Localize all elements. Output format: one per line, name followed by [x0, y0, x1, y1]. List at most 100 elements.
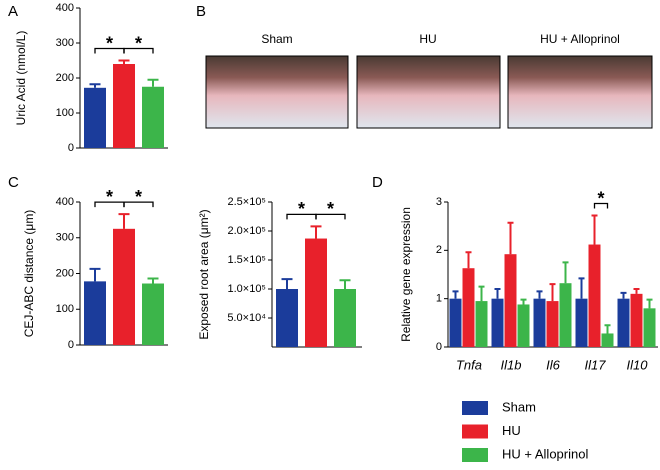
bar [559, 283, 572, 347]
bar [113, 64, 135, 148]
x-tick-label: Il17 [585, 357, 607, 372]
bar [546, 301, 559, 347]
error-bar [147, 277, 159, 284]
error-bar [507, 221, 514, 255]
significance-bracket [593, 202, 609, 209]
bar [617, 298, 630, 347]
y-axis-label: CEJ-ABC distance (μm) [22, 210, 36, 338]
legend-swatch [462, 424, 488, 439]
bar [630, 293, 643, 347]
x-tick-label: Il1b [501, 357, 522, 372]
photo [507, 55, 653, 129]
x-tick-label: Tnfa [456, 357, 482, 372]
y-axis-label: Relative gene expression [399, 207, 413, 342]
bar [588, 244, 601, 347]
bar [334, 289, 356, 347]
error-bar [452, 290, 459, 299]
error-bar [520, 298, 527, 305]
error-bar [89, 83, 101, 88]
y-tick-label: 3 [436, 196, 442, 208]
significance-bracket [123, 201, 154, 208]
y-tick-label: 2.5×10⁵ [227, 196, 266, 208]
error-bar [465, 251, 472, 269]
y-tick-label: 2.0×10⁵ [227, 225, 266, 237]
bar [575, 298, 588, 347]
error-bar [633, 288, 640, 294]
bar [449, 298, 462, 347]
panel-label: D [372, 174, 383, 191]
panel-label: C [8, 174, 19, 191]
bar [113, 228, 135, 345]
y-tick-label: 200 [56, 72, 74, 84]
error-bar [310, 225, 322, 239]
bar [533, 298, 546, 347]
y-tick-label: 300 [56, 37, 74, 49]
photo-label: HU + Alloprinol [540, 32, 620, 46]
error-bar [646, 298, 653, 309]
y-tick-label: 2 [436, 244, 442, 256]
error-bar [281, 278, 293, 289]
significance-label: * [597, 188, 604, 208]
bar [601, 333, 614, 347]
significance-label: * [298, 199, 305, 219]
y-tick-label: 200 [56, 267, 74, 279]
error-bar [339, 279, 351, 289]
bar [84, 281, 106, 345]
significance-bracket [315, 213, 346, 220]
bar [517, 304, 530, 347]
error-bar [591, 214, 598, 245]
error-bar [604, 324, 611, 334]
y-tick-label: 1.5×10⁵ [227, 254, 266, 266]
y-axis-label: Uric Acid (nmol/L) [14, 31, 28, 126]
panel-label: B [196, 3, 206, 20]
error-bar [562, 261, 569, 284]
error-bar [620, 291, 627, 299]
y-tick-label: 0 [436, 341, 442, 353]
photo [205, 55, 349, 129]
y-tick-label: 400 [56, 2, 74, 14]
y-tick-label: 300 [56, 232, 74, 244]
photo-panel: Sham HU HU + Alloprinol [205, 32, 653, 129]
significance-label: * [106, 187, 113, 207]
bar [84, 87, 106, 148]
bar [142, 86, 164, 148]
error-bar [478, 285, 485, 302]
y-axis-label: Exposed root area (μm²) [197, 209, 211, 339]
y-tick-label: 100 [56, 303, 74, 315]
bar [475, 301, 488, 347]
error-bar [118, 59, 130, 64]
significance-label: * [135, 33, 142, 53]
legend-label: HU + Alloprinol [502, 446, 588, 461]
bar [491, 298, 504, 347]
y-tick-label: 0 [68, 339, 74, 351]
legend-label: HU [502, 423, 521, 438]
significance-label: * [106, 33, 113, 53]
error-bar [494, 288, 501, 299]
error-bar [549, 283, 556, 302]
error-bar [89, 267, 101, 282]
error-bar [578, 277, 585, 299]
error-bar [147, 78, 159, 87]
y-tick-label: 1 [436, 293, 442, 305]
y-tick-label: 0 [68, 142, 74, 154]
bar [305, 238, 327, 347]
legend-label: Sham [502, 399, 536, 414]
x-tick-label: Il10 [627, 357, 649, 372]
error-bar [536, 290, 543, 299]
panel-label: A [8, 3, 18, 20]
y-tick-label: 1.0×10⁵ [227, 283, 266, 295]
significance-label: * [135, 187, 142, 207]
bar [276, 289, 298, 347]
photo-label: HU [419, 32, 436, 46]
photo-label: Sham [261, 32, 292, 46]
y-tick-label: 400 [56, 196, 74, 208]
y-tick-label: 100 [56, 107, 74, 119]
significance-bracket [123, 47, 154, 54]
bar [504, 254, 517, 347]
error-bar [118, 213, 130, 229]
legend-swatch [462, 401, 488, 415]
bar [643, 308, 656, 347]
photo [356, 55, 501, 129]
bar [142, 283, 164, 345]
